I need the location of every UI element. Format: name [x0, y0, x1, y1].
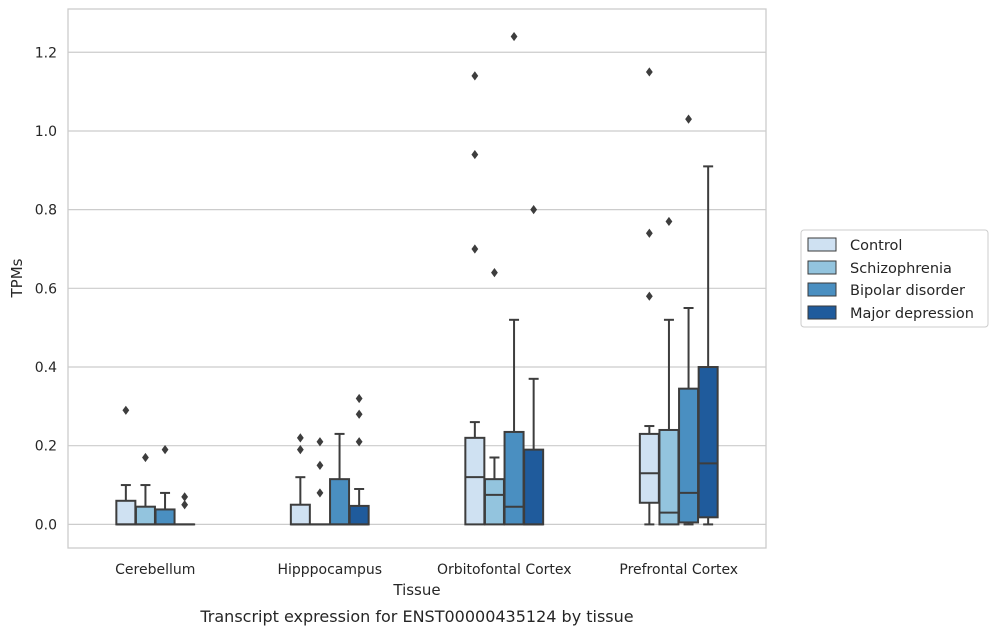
outlier-point: [181, 500, 189, 510]
y-tick-label: 0.8: [35, 203, 57, 219]
iqr-box: [154, 508, 176, 526]
iqr-box: [464, 436, 486, 526]
box-1-1: [309, 437, 331, 526]
iqr-box: [348, 504, 370, 526]
outlier-point: [316, 488, 324, 498]
gridlines: [68, 51, 766, 525]
box-3-1: [348, 393, 370, 526]
y-axis-title: TPMs: [8, 258, 26, 298]
y-tick-label: 0.6: [35, 281, 57, 297]
y-tick-label: 0.0: [35, 517, 57, 533]
outlier-point: [181, 492, 189, 502]
y-tick-label: 0.2: [35, 439, 57, 455]
outlier-point: [296, 445, 304, 455]
outlier-point: [142, 452, 149, 463]
outlier-point: [471, 71, 479, 81]
x-tick-label: Cerebellum: [115, 562, 195, 578]
x-tick-label: Orbitofontal Cortex: [437, 562, 572, 578]
iqr-box: [697, 366, 719, 519]
box-2-3: [678, 114, 700, 526]
box-1-2: [483, 267, 505, 526]
plot-frame: [67, 8, 767, 549]
legend-frame: [800, 229, 989, 328]
box-0-3: [638, 67, 660, 526]
iqr-box: [638, 432, 660, 504]
x-tick-label: Hipppocampus: [277, 562, 382, 578]
outlier-point: [530, 205, 538, 215]
x-axis-title: Tissue: [392, 581, 440, 599]
iqr-box: [658, 428, 680, 526]
legend-swatch-bipolar-disorder: [807, 282, 837, 297]
legend: Control Schizophrenia Bipolar disorder M…: [800, 229, 989, 328]
y-tick-label: 1.2: [35, 45, 57, 61]
x-tick-labels: Cerebellum Hipppocampus Orbitofontal Corte…: [115, 562, 738, 578]
outlier-point: [685, 114, 692, 124]
box-1-3: [658, 216, 680, 526]
iqr-box: [289, 503, 311, 526]
outlier-point: [471, 149, 479, 160]
iqr-box: [678, 387, 700, 524]
box-0-2: [464, 71, 486, 526]
box-3-2: [523, 205, 545, 526]
iqr-box: [115, 499, 137, 526]
outlier-point: [665, 216, 673, 227]
box-2-1: [329, 432, 351, 526]
legend-swatch-control: [807, 237, 837, 252]
box-2-0: [154, 445, 176, 526]
outlier-point: [316, 437, 324, 447]
iqr-box: [503, 430, 525, 526]
iqr-box: [134, 505, 156, 526]
y-tick-label: 1.0: [35, 124, 57, 140]
x-tick-label: Prefrontal Cortex: [619, 562, 738, 578]
legend-swatch-major-depression: [807, 305, 837, 320]
iqr-box: [329, 478, 351, 526]
box-1-0: [134, 452, 156, 526]
iqr-box: [483, 478, 505, 526]
box-3-3: [697, 165, 719, 526]
outlier-point: [355, 437, 363, 447]
outlier-point: [645, 67, 653, 77]
box-2-2: [503, 31, 525, 526]
legend-label-control: Control: [850, 238, 902, 254]
legend-label-schizophrenia: Schizophrenia: [850, 261, 952, 277]
box-3-0: [174, 492, 196, 526]
outlier-point: [296, 433, 304, 443]
y-tick-label: 0.4: [35, 360, 57, 376]
outlier-point: [471, 244, 479, 254]
y-tick-labels: 0.0 0.2 0.4 0.6 0.8 1.0 1.2: [35, 45, 57, 533]
outlier-point: [645, 291, 653, 301]
outlier-point: [491, 267, 498, 278]
outlier-point: [645, 228, 653, 238]
outlier-point: [316, 460, 324, 470]
chart-caption: Transcript expression for ENST0000043512…: [199, 607, 633, 626]
legend-swatch-schizophrenia: [807, 260, 837, 275]
outlier-point: [355, 409, 363, 419]
box-0-0: [115, 405, 137, 526]
box-series: [115, 31, 719, 526]
legend-label-bipolar-disorder: Bipolar disorder: [850, 283, 965, 299]
legend-label-major-depression: Major depression: [850, 306, 974, 322]
outlier-point: [161, 445, 169, 455]
iqr-box: [523, 448, 545, 526]
outlier-point: [122, 405, 130, 415]
box-0-1: [289, 433, 311, 526]
outlier-point: [355, 393, 363, 404]
outlier-point: [510, 31, 518, 42]
